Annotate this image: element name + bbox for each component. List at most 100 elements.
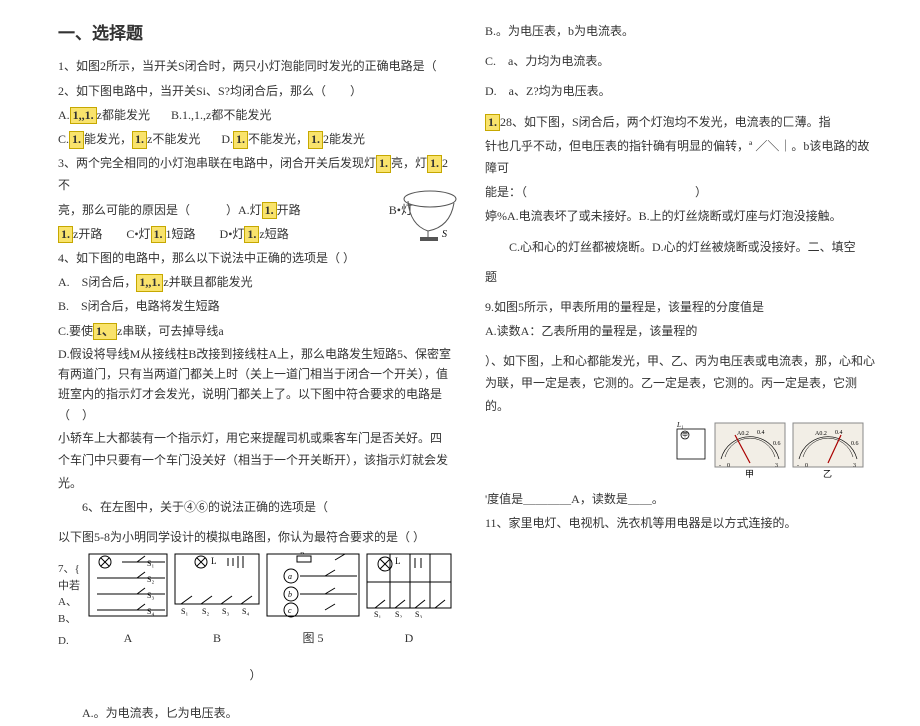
q3c-t1: z开路 C•灯 — [73, 227, 151, 241]
l7b: 中若 — [58, 578, 83, 595]
section-heading: 一、选择题 — [58, 18, 453, 49]
svg-text:-: - — [719, 463, 721, 469]
circuit-a-wrap: S₁ S₂ S₃ S₄ A — [87, 552, 169, 649]
svg-text:-: - — [797, 463, 799, 469]
svg-text:0: 0 — [727, 463, 730, 469]
q2a-rest: z都能发光 — [97, 108, 150, 122]
svg-text:S₁: S₁ — [181, 607, 188, 616]
q11: 11、家里电灯、电视机、洗衣机等用电器是以方式连接的。 — [485, 512, 880, 534]
q2c-hl2: 1. — [132, 131, 147, 149]
svg-text:甲: 甲 — [682, 432, 688, 439]
left-column: 一、选择题 1、如图2所示，当开关S闭合时，两只小灯泡能同时发光的正确电路是（ … — [58, 18, 453, 726]
circuit-d-svg: L S₁ S₂ S₃ — [365, 552, 453, 618]
q2d-hl1: 1. — [233, 131, 248, 149]
l7d: B、 — [58, 611, 83, 628]
q4a-r: z并联且都能发光 — [163, 275, 252, 289]
close-paren: ） — [58, 664, 453, 686]
q3c-t2: 1短路 D•灯 — [166, 227, 245, 241]
circuit-a-svg: S₁ S₂ S₃ S₄ — [87, 552, 169, 618]
q8a: 1.28、如下图，S闭合后，两个灯泡均不发光，电流表的匚薄。指 — [485, 111, 880, 133]
q3c-hl3: 1. — [244, 226, 259, 244]
q3a-t: 3、两个完全相同的小灯泡串联在电路中，闭合开关后发现灯 — [58, 156, 376, 170]
svg-text:S₃: S₃ — [415, 610, 422, 618]
l7c: A、 — [58, 594, 83, 611]
q2a-pref: A. — [58, 108, 70, 122]
circuit-b-svg: L S₁ S₂ S₃ S₄ — [173, 552, 261, 618]
svg-text:L: L — [211, 556, 217, 566]
svg-text:0: 0 — [805, 463, 808, 469]
circuit-d-wrap: L S₁ S₂ S₃ D — [365, 552, 453, 649]
q3b-r: 开路 — [277, 203, 301, 217]
svg-text:S: S — [442, 229, 447, 240]
q6: 6、在左图中，关于④⑥的说法正确的选项是（ — [58, 496, 453, 518]
svg-text:S₄: S₄ — [242, 607, 249, 616]
q3c-hl2: 1. — [151, 226, 166, 244]
q2: 2、如下图电路中，当开关Si、S?均闭合后，那么（ ） — [58, 80, 453, 102]
q9a: 9.如图5所示，甲表所用的量程是，该量程的分度值是 — [485, 296, 880, 318]
q8f: 题 — [485, 266, 880, 288]
lab-bf: 图 5 — [265, 627, 361, 649]
fig-left-labels: 7、{ 中若 A、 B、 D. — [58, 561, 83, 650]
svg-text:0.6: 0.6 — [851, 441, 859, 447]
q2-opts-row1: A.1,,1.z都能发光 B.1.,1.,z都不能发光 — [58, 104, 453, 126]
svg-text:0.4: 0.4 — [835, 430, 843, 436]
opt-d: D. a、Z?均为电压表。 — [485, 80, 880, 102]
svg-text:A0.2: A0.2 — [737, 431, 749, 437]
q2a-hl: 1,,1. — [70, 107, 97, 125]
q8d: 婷%A.电流表坏了或未接好。B.上的灯丝烧断或灯座与灯泡没接触。 — [485, 205, 880, 227]
svg-text:S₂: S₂ — [395, 610, 402, 618]
q4c-r: z串联，可去掉导线a — [117, 324, 224, 338]
q3c: 1.z开路 C•灯1.1短路 D•灯1.z短路 — [58, 223, 453, 245]
q2c-hl1: 1. — [69, 131, 84, 149]
svg-text:S₂: S₂ — [147, 575, 154, 584]
q3c-t3: z短路 — [259, 227, 288, 241]
q5: 小轿车上大都装有一个指示灯，用它来提醒司机或乘客车门是否关好。四个车门中只要有一… — [58, 427, 453, 494]
svg-text:a: a — [288, 572, 292, 581]
svg-text:0.6: 0.6 — [773, 441, 781, 447]
q2c-mid: 能发光， — [84, 132, 132, 146]
q8a-t: 28、如下图，S闭合后，两个灯泡均不发光，电流表的匚薄。指 — [500, 115, 831, 129]
q3a: 3、两个完全相同的小灯泡串联在电路中，闭合开关后发现灯1.亮，灯1.2不 — [58, 152, 453, 196]
svg-text:c: c — [288, 606, 292, 615]
q4b: B. S闭合后，电路将发生短路 — [58, 295, 453, 317]
figure-row: 7、{ 中若 A、 B、 D. S₁ S₂ S₃ S₄ A — [58, 552, 453, 649]
svg-text:S₄: S₄ — [147, 607, 154, 616]
q2d-hl2: 1. — [308, 131, 323, 149]
svg-text:S₂: S₂ — [202, 607, 209, 616]
svg-text:3: 3 — [853, 463, 856, 469]
q2c-rest: z不能发光 — [147, 132, 200, 146]
q10a: ）、如下图，上和心都能发光，甲、乙、丙为电压表或电流表，那，心和心为联，甲一定是… — [485, 350, 880, 417]
svg-text:S₁: S₁ — [374, 610, 381, 618]
q4d-5: D.假设将导线M从接线柱B改接到接线柱A上，那么电路发生短路5、保密室有两道门，… — [58, 344, 453, 426]
q1: 1、如图2所示，当开关S闭合时，两只小灯泡能同时发光的正确电路是（ — [58, 55, 453, 77]
q58: 以下图5-8为小明同学设计的模拟电路图，你认为最符合要求的是（ ） — [58, 526, 453, 548]
lab-d: D — [365, 627, 453, 649]
q2d-mid: 不能发光， — [248, 132, 308, 146]
q3a-hl: 1. — [376, 155, 391, 173]
opt-b: B.。为电压表，b为电流表。 — [485, 20, 880, 42]
q9b: A.读数A：乙表所用的量程是，该量程的 — [485, 320, 880, 342]
opt-c: C. a、力均为电流表。 — [485, 50, 880, 72]
q4c-p: C.要使 — [58, 324, 93, 338]
lab-a: A — [87, 627, 169, 649]
l7e: D. — [58, 633, 83, 650]
q4: 4、如下图的电路中，那么以下说法中正确的选项是（ ） — [58, 247, 453, 269]
q2d-pref: D. — [221, 132, 233, 146]
circuit-c-wrap: R a b c 图 5 — [265, 552, 361, 649]
circuit-b-wrap: L S₁ S₂ S₃ S₄ B — [173, 552, 261, 649]
q3c-hl1: 1. — [58, 226, 73, 244]
svg-text:S₃: S₃ — [222, 607, 229, 616]
meters-svg: 甲 L₁ - 0 A0.2 0.4 0.6 3 甲 — [675, 421, 867, 481]
q4c: C.要使1、z串联，可去掉导线a — [58, 320, 453, 342]
q3a-hl2: 1. — [427, 155, 442, 173]
svg-text:L: L — [395, 556, 401, 566]
svg-text:0.4: 0.4 — [757, 430, 765, 436]
svg-text:L₁: L₁ — [676, 421, 683, 429]
svg-text:3: 3 — [775, 463, 778, 469]
q2b: B.1.,1.,z都不能发光 — [171, 108, 271, 122]
svg-text:S₁: S₁ — [147, 559, 154, 568]
svg-text:R: R — [300, 552, 305, 556]
q3b-t: 亮，那么可能的原因是（ ）A.灯 — [58, 203, 262, 217]
right-column: B.。为电压表，b为电流表。 C. a、力均为电流表。 D. a、Z?均为电压表… — [485, 18, 880, 726]
q8-hl: 1. — [485, 114, 500, 132]
